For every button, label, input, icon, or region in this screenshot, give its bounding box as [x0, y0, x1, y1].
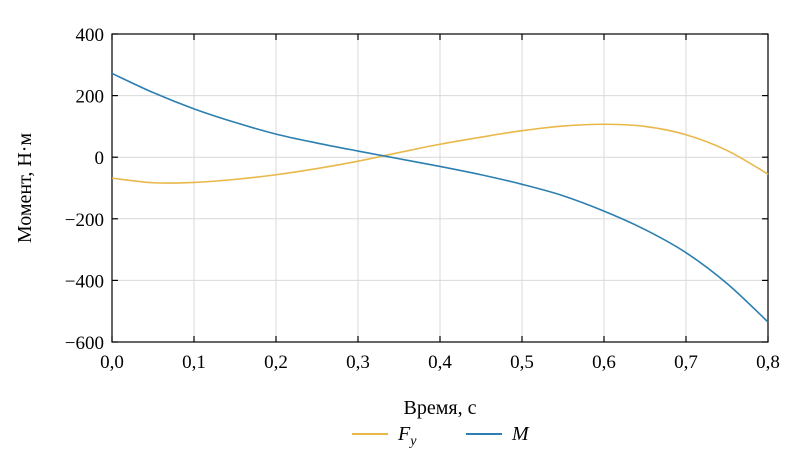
x-tick-labels: 0,0 0,1 0,2 0,3 0,4 0,5 0,6 0,7 0,8 — [100, 352, 780, 373]
x-tick-label: 0,3 — [346, 352, 370, 373]
y-axis-title: Момент, Н·м — [14, 133, 36, 243]
legend-label-subscript: y — [408, 434, 417, 449]
legend: Fy M — [352, 423, 530, 449]
series-line-m — [111, 72, 769, 323]
x-tick-label: 0,8 — [756, 352, 780, 373]
x-tick-label: 0,0 — [100, 352, 124, 373]
y-tick-label: 400 — [76, 25, 105, 46]
grid — [111, 33, 769, 343]
y-tick-label: −600 — [65, 333, 104, 354]
y-tick-label: −400 — [65, 271, 104, 292]
series-line-f — [111, 123, 769, 184]
x-tick-label: 0,6 — [592, 352, 616, 373]
x-tick-label: 0,1 — [182, 352, 206, 373]
y-tick-label: −200 — [65, 210, 104, 231]
series-lines — [111, 72, 769, 323]
legend-label: M — [511, 423, 530, 445]
x-axis-title: Время, с — [404, 397, 477, 419]
legend-label: Fy — [397, 423, 417, 449]
x-tick-label: 0,4 — [428, 352, 452, 373]
x-tick-label: 0,5 — [510, 352, 534, 373]
axis-ticks — [111, 33, 769, 343]
y-tick-labels: 400 200 0 −200 −400 −600 — [65, 25, 104, 354]
x-tick-label: 0,7 — [674, 352, 698, 373]
y-tick-label: 0 — [95, 148, 105, 169]
legend-item-m: M — [466, 423, 530, 445]
legend-item-f: Fy — [352, 423, 417, 449]
x-tick-label: 0,2 — [264, 352, 288, 373]
y-tick-label: 200 — [76, 87, 105, 108]
